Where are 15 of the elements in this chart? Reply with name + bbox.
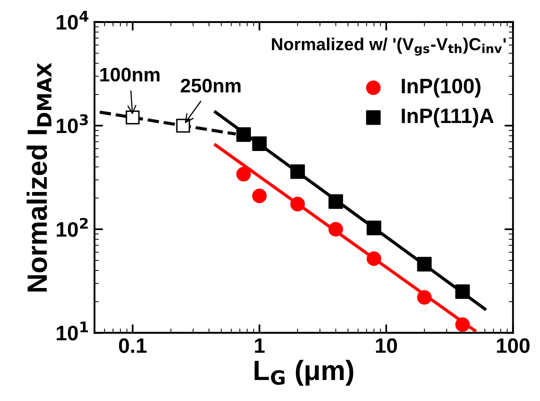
x-tick-label: 0.1 (119, 338, 147, 353)
y-tick-label: 10$^{3}$ (56, 114, 88, 134)
x-tick-label: 100 (496, 338, 530, 353)
y-tick-label: 10$^{2}$ (56, 218, 88, 237)
legend-label: InP(100) (402, 78, 480, 98)
y-axis-title: Normalized I$_{DMAX}$ (26, 62, 52, 292)
x-tick-label: 10 (376, 338, 397, 353)
annotation: Normalized w/ '(V$_{gs}$-V$_{th}$)C$_{inv}$' (272, 38, 506, 56)
y-tick-label: 10$^{1}$ (56, 322, 88, 340)
annotation: 250nm (180, 78, 240, 93)
y-tick-label: 10$^{4}$ (56, 10, 88, 30)
annotation: 100nm (100, 68, 160, 82)
x-axis-title: L$_{G}$ (μm) (254, 360, 354, 386)
legend-label: InP(111)A (402, 108, 494, 128)
x-tick-label: 1 (254, 338, 265, 353)
